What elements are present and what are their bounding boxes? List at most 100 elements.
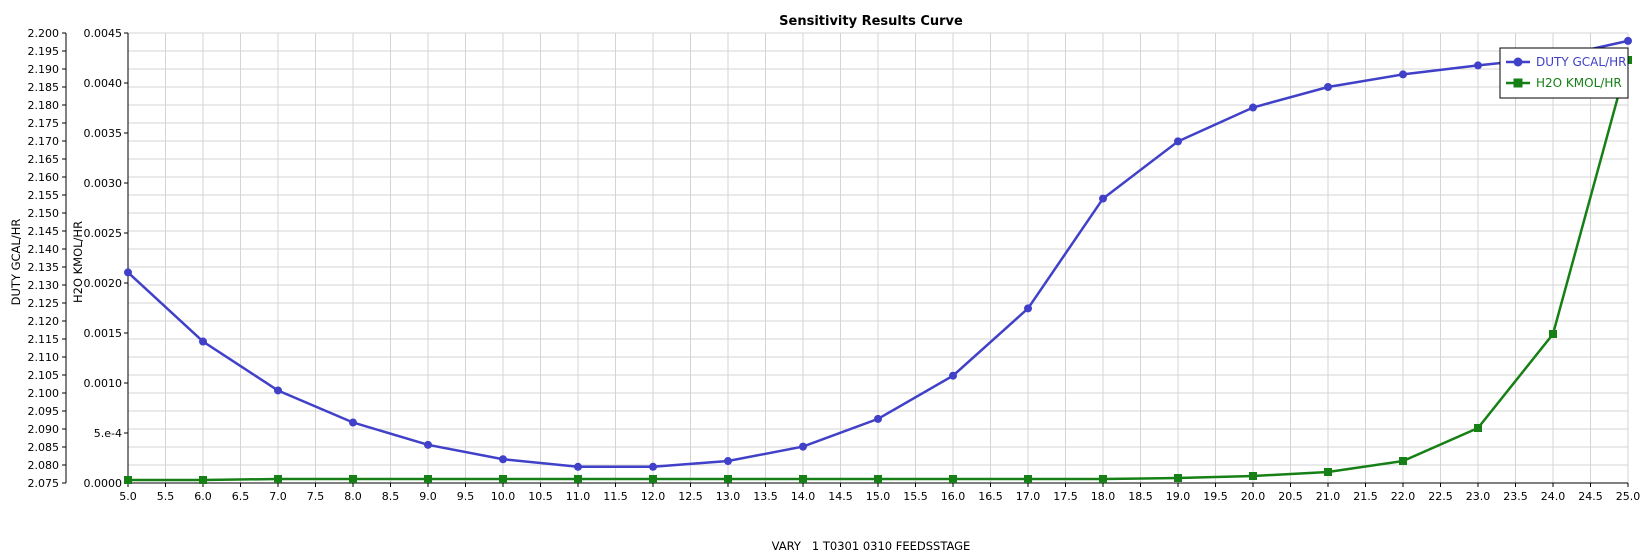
x-tick-label: 12.5 <box>678 490 703 503</box>
x-tick-label: 25.0 <box>1616 490 1641 503</box>
data-point-h2o <box>1549 330 1557 338</box>
left-y-tick-label: 2.165 <box>28 153 60 166</box>
x-tick-label: 20.5 <box>1278 490 1303 503</box>
data-point-duty <box>874 414 882 423</box>
right-y-tick-label: 0.0000 <box>84 477 123 490</box>
left-y-tick-label: 2.200 <box>28 27 60 40</box>
x-tick-label: 20.0 <box>1241 490 1266 503</box>
right-y-tick-label: 5.e-4 <box>94 427 122 440</box>
left-y-axis-title: DUTY GCAL/HR <box>9 219 23 306</box>
x-tick-label: 23.5 <box>1503 490 1528 503</box>
x-tick-label: 8.5 <box>382 490 400 503</box>
right-y-tick-label: 0.0035 <box>84 127 123 140</box>
data-point-duty <box>724 457 732 466</box>
x-tick-label: 11.0 <box>566 490 591 503</box>
data-point-duty <box>1324 83 1332 91</box>
left-y-tick-label: 2.155 <box>28 189 60 202</box>
data-point-h2o <box>649 475 657 483</box>
data-point-h2o <box>274 475 282 483</box>
data-point-h2o <box>499 475 507 483</box>
x-tick-label: 6.0 <box>194 490 212 503</box>
x-tick-label: 19.0 <box>1166 490 1191 503</box>
x-tick-label: 12.0 <box>641 490 666 503</box>
left-y-tick-label: 2.080 <box>28 459 60 472</box>
data-point-duty <box>1249 103 1257 112</box>
x-tick-label: 13.5 <box>753 490 778 503</box>
left-y-tick-label: 2.145 <box>28 225 60 238</box>
data-point-duty <box>199 337 207 346</box>
data-point-h2o <box>199 476 207 484</box>
x-tick-label: 17.5 <box>1053 490 1078 503</box>
data-point-h2o <box>1399 457 1407 465</box>
data-point-h2o <box>424 475 432 483</box>
right-y-tick-label: 0.0015 <box>84 327 123 340</box>
right-y-axis-title: H2O KMOL/HR <box>71 221 85 303</box>
x-axis-title: VARY 1 T0301 0310 FEEDSSTAGE <box>772 539 971 553</box>
left-y-tick-label: 2.100 <box>28 387 60 400</box>
x-tick-label: 15.0 <box>866 490 891 503</box>
data-point-duty <box>1024 304 1032 313</box>
x-tick-label: 9.0 <box>419 490 437 503</box>
data-point-duty <box>649 462 657 471</box>
legend-label-duty: DUTY GCAL/HR <box>1536 55 1626 69</box>
left-y-tick-label: 2.140 <box>28 243 60 256</box>
x-tick-label: 14.5 <box>828 490 853 503</box>
left-y-tick-label: 2.170 <box>28 135 60 148</box>
left-y-tick-label: 2.115 <box>28 333 60 346</box>
x-tick-label: 9.5 <box>457 490 475 503</box>
x-tick-label: 8.0 <box>344 490 362 503</box>
data-point-h2o <box>1249 472 1257 480</box>
legend-label-h2o: H2O KMOL/HR <box>1536 76 1622 90</box>
x-tick-label: 10.5 <box>528 490 553 503</box>
data-point-duty <box>424 440 432 449</box>
data-point-h2o <box>349 475 357 483</box>
left-y-tick-label: 2.110 <box>28 351 60 364</box>
x-tick-label: 24.0 <box>1541 490 1566 503</box>
left-y-tick-label: 2.120 <box>28 315 60 328</box>
data-point-h2o <box>1474 424 1482 432</box>
left-y-tick-label: 2.150 <box>28 207 60 220</box>
left-y-tick-label: 2.185 <box>28 81 60 94</box>
left-y-tick-label: 2.095 <box>28 405 60 418</box>
left-y-tick-label: 2.125 <box>28 297 60 310</box>
data-point-h2o <box>874 475 882 483</box>
left-y-tick-label: 2.180 <box>28 99 60 112</box>
x-tick-label: 21.5 <box>1353 490 1378 503</box>
data-point-duty <box>799 442 807 451</box>
left-y-tick-label: 2.135 <box>28 261 60 274</box>
x-tick-label: 5.0 <box>119 490 137 503</box>
x-tick-label: 6.5 <box>232 490 250 503</box>
left-y-tick-label: 2.085 <box>28 441 60 454</box>
right-y-tick-label: 0.0040 <box>84 77 123 90</box>
data-point-h2o <box>1174 474 1182 482</box>
x-tick-label: 16.0 <box>941 490 966 503</box>
legend: DUTY GCAL/HR H2O KMOL/HR <box>1499 47 1629 99</box>
right-y-tick-label: 0.0025 <box>84 227 123 240</box>
left-y-tick-label: 2.160 <box>28 171 60 184</box>
axes: 5.0 5.5 6.0 6.5 7.0 7.5 8.0 8.5 9.0 9.5 10.0 10.5 11… <box>28 27 1641 503</box>
x-tick-label: 18.0 <box>1091 490 1116 503</box>
x-tick-label: 22.0 <box>1391 490 1416 503</box>
right-y-tick-label: 0.0045 <box>84 27 123 40</box>
right-y-tick-label: 0.0030 <box>84 177 123 190</box>
data-point-duty <box>349 418 357 427</box>
left-y-tick-label: 2.105 <box>28 369 60 382</box>
data-point-duty <box>1099 194 1107 203</box>
left-y-tick-label: 2.195 <box>28 45 60 58</box>
x-tick-label: 10.0 <box>491 490 516 503</box>
left-y-tick-label: 2.130 <box>28 279 60 292</box>
data-point-h2o <box>1099 475 1107 483</box>
x-tick-label: 7.5 <box>307 490 325 503</box>
data-point-duty <box>949 371 957 380</box>
data-point-h2o <box>724 475 732 483</box>
data-point-duty <box>1624 36 1632 45</box>
series-layer <box>124 36 1632 484</box>
data-point-h2o <box>574 475 582 483</box>
data-point-duty <box>1399 70 1407 79</box>
x-tick-label: 13.0 <box>716 490 741 503</box>
x-tick-label: 17.0 <box>1016 490 1041 503</box>
right-y-tick-label: 0.0010 <box>84 377 123 390</box>
x-tick-label: 15.5 <box>903 490 928 503</box>
x-tick-label: 22.5 <box>1428 490 1453 503</box>
